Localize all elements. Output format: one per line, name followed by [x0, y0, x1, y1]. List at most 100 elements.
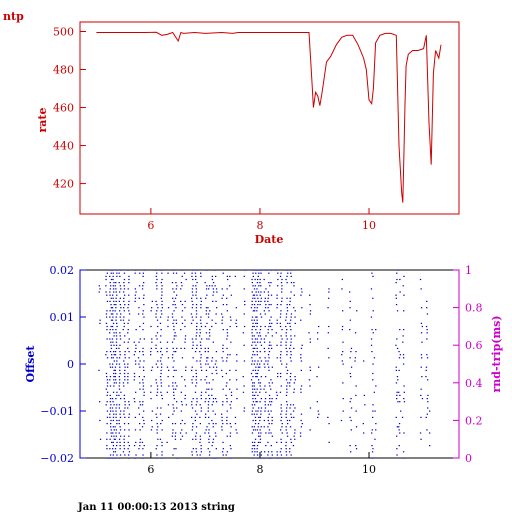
offset-point — [111, 398, 114, 400]
offset-point — [211, 357, 214, 359]
offset-point — [180, 329, 182, 331]
offset-point — [373, 357, 376, 359]
offset-point — [420, 416, 422, 418]
offset-point — [137, 357, 140, 359]
offset-point — [119, 332, 121, 334]
offset-point — [127, 379, 129, 381]
offset-point — [252, 376, 254, 378]
offset-point — [265, 335, 267, 337]
offset-point — [181, 310, 184, 312]
offset-point — [206, 294, 208, 296]
offset-point — [244, 269, 246, 271]
offset-point — [268, 325, 270, 328]
offset-point — [355, 394, 357, 396]
offset-point — [151, 366, 154, 368]
offset-point — [259, 341, 261, 343]
offset-point — [192, 269, 194, 271]
offset-point — [196, 332, 198, 334]
offset-point — [264, 307, 267, 309]
offset-point — [206, 360, 208, 362]
offset-point — [372, 379, 374, 381]
offset-point — [265, 376, 267, 378]
offset-point — [195, 448, 197, 450]
offset-point — [235, 307, 237, 309]
offset-point — [128, 435, 130, 437]
offset-point — [191, 451, 193, 453]
offset-point — [139, 360, 141, 362]
offset-point — [267, 410, 269, 412]
offset-point — [281, 363, 283, 365]
offset-point — [289, 382, 291, 384]
offset-point — [229, 316, 232, 318]
offset-point — [281, 291, 283, 293]
offset-point — [195, 335, 197, 337]
offset-point — [208, 394, 210, 396]
offset-point — [350, 451, 352, 453]
offset-point — [109, 438, 111, 440]
offset-point — [195, 307, 198, 309]
offset-point — [229, 457, 231, 459]
offset-point — [156, 304, 158, 306]
offset-point — [253, 294, 256, 296]
offset-point — [308, 332, 310, 334]
offset-point — [118, 394, 120, 396]
offset-point — [206, 357, 208, 359]
offset-point — [286, 282, 288, 284]
offset-point — [263, 291, 265, 293]
offset-point — [226, 329, 228, 331]
offset-point — [398, 357, 401, 359]
offset-point — [290, 269, 292, 271]
offset-point — [349, 291, 351, 293]
offset-point — [123, 322, 125, 324]
offset-point — [192, 357, 194, 359]
offset-point — [112, 341, 114, 343]
offset-point — [141, 441, 144, 443]
offset-point — [143, 419, 145, 422]
offset-point — [123, 278, 126, 281]
offset-point — [110, 347, 113, 349]
offset-point — [211, 360, 213, 362]
offset-point — [150, 351, 152, 353]
offset-point — [172, 322, 174, 324]
offset-point — [160, 347, 162, 349]
offset-point — [263, 278, 265, 281]
offset-point — [259, 391, 261, 393]
offset-point — [175, 282, 177, 284]
offset-point — [396, 398, 398, 400]
offset-point — [259, 435, 261, 437]
offset-point — [221, 297, 223, 299]
offset-point — [285, 319, 287, 321]
offset-point — [139, 423, 141, 425]
offset-point — [208, 438, 210, 440]
offset-point — [155, 382, 158, 384]
offset-point — [196, 413, 198, 415]
offset-point — [109, 351, 112, 353]
offset-point — [230, 294, 232, 296]
offset-point — [109, 448, 111, 450]
offset-point — [142, 448, 144, 450]
offset-point — [264, 325, 266, 328]
offset-point — [99, 419, 101, 422]
offset-point — [174, 332, 176, 334]
offset-point — [426, 357, 429, 359]
offset-point — [276, 441, 278, 443]
offset-point — [155, 269, 157, 271]
offset-point — [110, 344, 112, 346]
offset-point — [116, 272, 118, 274]
offset-point — [255, 316, 257, 318]
offset-point — [293, 285, 295, 287]
offset-point — [191, 288, 194, 290]
offset-point — [167, 316, 169, 318]
offset-point — [300, 419, 302, 422]
offset-point — [123, 307, 125, 309]
offset-point — [123, 423, 126, 425]
offset-point — [221, 322, 223, 324]
offset-point — [208, 285, 211, 287]
offset-point — [212, 366, 215, 368]
offset-point — [294, 432, 296, 434]
offset-point — [254, 441, 256, 443]
offset-point — [229, 404, 231, 406]
offset-point — [112, 401, 114, 403]
offset-point — [375, 429, 377, 431]
offset-point — [119, 413, 121, 415]
